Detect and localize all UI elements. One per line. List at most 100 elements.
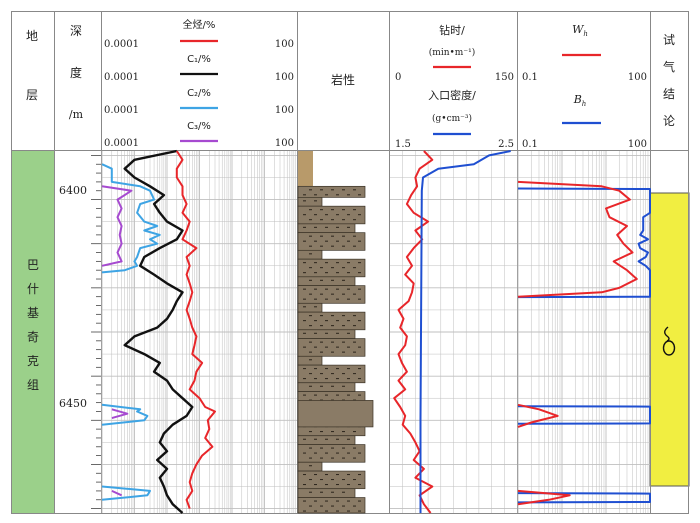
lithology-mark — [314, 346, 317, 348]
total-gas-min: 0.0001 — [104, 39, 139, 50]
lithology-mark — [314, 320, 317, 322]
lithology-mark — [314, 378, 317, 380]
lithology-mark — [347, 500, 350, 502]
lithology-bed — [297, 461, 323, 472]
lithology-mark — [342, 373, 345, 375]
lithology-mark — [358, 500, 361, 502]
lithology-mark — [336, 214, 339, 216]
lithology-mark — [303, 262, 306, 264]
depth-label-6400: 6400 — [59, 184, 87, 197]
lithology-mark — [314, 332, 317, 334]
lithology-mark — [347, 378, 350, 380]
lithology-mark — [303, 368, 306, 370]
lithology-mark — [336, 298, 339, 300]
lithology-mark — [336, 346, 339, 348]
gas-header: 全烃/% 0.0001 100 C₁/% 0.0001 100 C₂/% 0.0… — [104, 18, 294, 149]
lithology-mark — [320, 431, 323, 433]
lithology-mark — [353, 209, 356, 211]
lithology-mark — [325, 378, 328, 380]
lithology-mark — [342, 505, 345, 507]
header-depth-2: 度 — [70, 65, 82, 80]
lithology-mark — [353, 245, 356, 247]
lithology-mark — [342, 189, 345, 191]
formation-name: 巴 什 基 奇 克 组 — [27, 258, 39, 392]
lithology-mark — [353, 219, 356, 221]
lithology-mark — [314, 272, 317, 274]
lithology-mark — [325, 262, 328, 264]
lithology-mark — [331, 447, 334, 449]
lithology-mark — [309, 359, 312, 361]
rop-max: 150 — [495, 72, 514, 83]
lithology-mark — [320, 279, 323, 281]
lithology-mark — [320, 293, 323, 295]
lithology-bed — [297, 435, 356, 445]
lithology-mark — [358, 194, 361, 196]
lithology-mark — [303, 452, 306, 454]
wh-curve — [517, 489, 571, 506]
total-gas-label: 全烃/% — [183, 18, 216, 31]
header-test-4: 论 — [663, 114, 675, 128]
lithology-bed — [297, 197, 323, 207]
density-label: 入口密度/ — [428, 88, 476, 102]
lithology-mark — [342, 209, 345, 211]
lithology-mark — [309, 491, 312, 493]
lithology-mark — [320, 315, 323, 317]
c2-curve — [101, 403, 149, 426]
lithology-mark — [314, 214, 317, 216]
c3-curve — [111, 408, 129, 420]
lithology-mark — [325, 474, 328, 476]
lithology-mark — [309, 447, 312, 449]
density-max: 2.5 — [498, 139, 514, 150]
lithology-mark — [353, 325, 356, 327]
lithology-mark — [331, 341, 334, 343]
rop-min: 0 — [395, 72, 401, 83]
lithology-mark — [325, 320, 328, 322]
wh-curve — [517, 403, 559, 428]
lithology-mark — [331, 279, 334, 281]
lithology-mark — [347, 214, 350, 216]
lithology-mark — [320, 341, 323, 343]
c1-curve — [123, 149, 194, 514]
lithology-mark — [309, 351, 312, 353]
lithology-bed — [297, 444, 366, 463]
lithology-mark — [303, 320, 306, 322]
bh-min: 0.1 — [522, 139, 538, 150]
lithology-mark — [314, 368, 317, 370]
c1-min: 0.0001 — [104, 72, 139, 83]
lithology-mark — [325, 298, 328, 300]
lithology-mark — [331, 235, 334, 237]
lithology-mark — [314, 240, 317, 242]
lithology-mark — [342, 315, 345, 317]
lithology-mark — [309, 505, 312, 507]
lithology-mark — [325, 240, 328, 242]
lithology-bed — [297, 497, 366, 514]
header-test-2: 气 — [663, 59, 675, 74]
header-test-1: 试 — [663, 32, 675, 47]
lithology-mark — [336, 510, 339, 512]
formation-char-2: 什 — [27, 282, 39, 296]
lithology-mark — [358, 288, 361, 290]
depth-label-6450: 6450 — [59, 397, 87, 410]
lithology-mark — [325, 346, 328, 348]
formation-cell — [11, 150, 54, 514]
bh-curve — [517, 405, 651, 425]
lithology-mark — [353, 479, 356, 481]
lithology-mark — [347, 262, 350, 264]
bh-curve — [517, 187, 651, 299]
lithology-mark — [336, 500, 339, 502]
lithology-mark — [342, 293, 345, 295]
depth-axis — [91, 155, 101, 509]
lithology-mark — [353, 373, 356, 375]
lithology-mark — [336, 332, 339, 334]
drill-header: 钻时/ (min•m⁻¹) 0 150 入口密度/ (g•cm⁻³) 1.5 2… — [395, 23, 514, 150]
lithology-mark — [309, 431, 312, 433]
lithology-mark — [358, 368, 361, 370]
ratio-track-grid — [517, 151, 650, 513]
lithology-mark — [347, 272, 350, 274]
lithology-mark — [342, 457, 345, 459]
lithology-mark — [331, 351, 334, 353]
lithology-mark — [336, 240, 339, 242]
lithology-mark — [303, 484, 306, 486]
lithology-mark — [358, 510, 361, 512]
